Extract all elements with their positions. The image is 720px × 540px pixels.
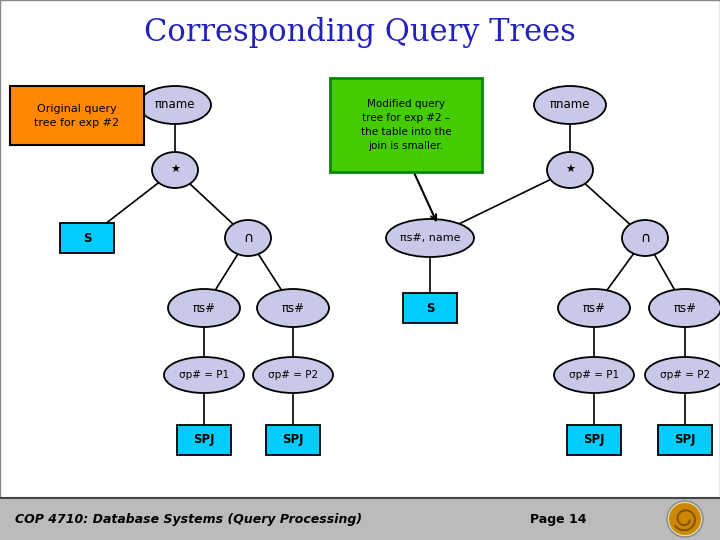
Ellipse shape xyxy=(139,86,211,124)
Text: SPJ: SPJ xyxy=(674,434,696,447)
FancyBboxPatch shape xyxy=(266,425,320,455)
Ellipse shape xyxy=(164,357,244,393)
Text: πs#: πs# xyxy=(582,301,606,314)
Ellipse shape xyxy=(253,357,333,393)
Text: σp# = P1: σp# = P1 xyxy=(179,370,229,380)
Text: Corresponding Query Trees: Corresponding Query Trees xyxy=(144,17,576,48)
Text: S: S xyxy=(83,232,91,245)
Text: πname: πname xyxy=(550,98,590,111)
Ellipse shape xyxy=(649,289,720,327)
Ellipse shape xyxy=(168,289,240,327)
Text: Modified query
tree for exp #2 –
the table into the
join is smaller.: Modified query tree for exp #2 – the tab… xyxy=(361,99,451,151)
Ellipse shape xyxy=(257,289,329,327)
Text: πs#: πs# xyxy=(673,301,696,314)
Circle shape xyxy=(667,501,703,537)
FancyBboxPatch shape xyxy=(0,498,720,540)
FancyBboxPatch shape xyxy=(658,425,712,455)
Ellipse shape xyxy=(558,289,630,327)
Ellipse shape xyxy=(554,357,634,393)
Text: πs#, name: πs#, name xyxy=(400,233,460,243)
Ellipse shape xyxy=(645,357,720,393)
Ellipse shape xyxy=(152,152,198,188)
Text: Page 14: Page 14 xyxy=(530,512,587,525)
Ellipse shape xyxy=(547,152,593,188)
Text: σp# = P2: σp# = P2 xyxy=(268,370,318,380)
Text: SPJ: SPJ xyxy=(193,434,215,447)
FancyBboxPatch shape xyxy=(0,0,720,498)
Text: πs#: πs# xyxy=(192,301,215,314)
Ellipse shape xyxy=(225,220,271,256)
Text: COP 4710: Database Systems (Query Processing): COP 4710: Database Systems (Query Proces… xyxy=(15,512,362,525)
Text: πs#: πs# xyxy=(282,301,305,314)
Circle shape xyxy=(669,503,701,535)
FancyBboxPatch shape xyxy=(177,425,231,455)
FancyBboxPatch shape xyxy=(567,425,621,455)
Ellipse shape xyxy=(534,86,606,124)
Text: ★: ★ xyxy=(565,165,575,175)
Text: SPJ: SPJ xyxy=(583,434,605,447)
FancyBboxPatch shape xyxy=(10,86,144,145)
Text: S: S xyxy=(426,301,434,314)
FancyBboxPatch shape xyxy=(60,223,114,253)
Ellipse shape xyxy=(386,219,474,257)
FancyBboxPatch shape xyxy=(330,78,482,172)
Text: SPJ: SPJ xyxy=(282,434,304,447)
Text: σp# = P1: σp# = P1 xyxy=(569,370,619,380)
Text: Original query
tree for exp #2: Original query tree for exp #2 xyxy=(35,104,120,127)
Ellipse shape xyxy=(622,220,668,256)
FancyBboxPatch shape xyxy=(403,293,457,323)
Text: σp# = P2: σp# = P2 xyxy=(660,370,710,380)
Text: ∩: ∩ xyxy=(640,231,650,245)
Text: ∩: ∩ xyxy=(243,231,253,245)
Text: πname: πname xyxy=(155,98,195,111)
Text: ★: ★ xyxy=(170,165,180,175)
